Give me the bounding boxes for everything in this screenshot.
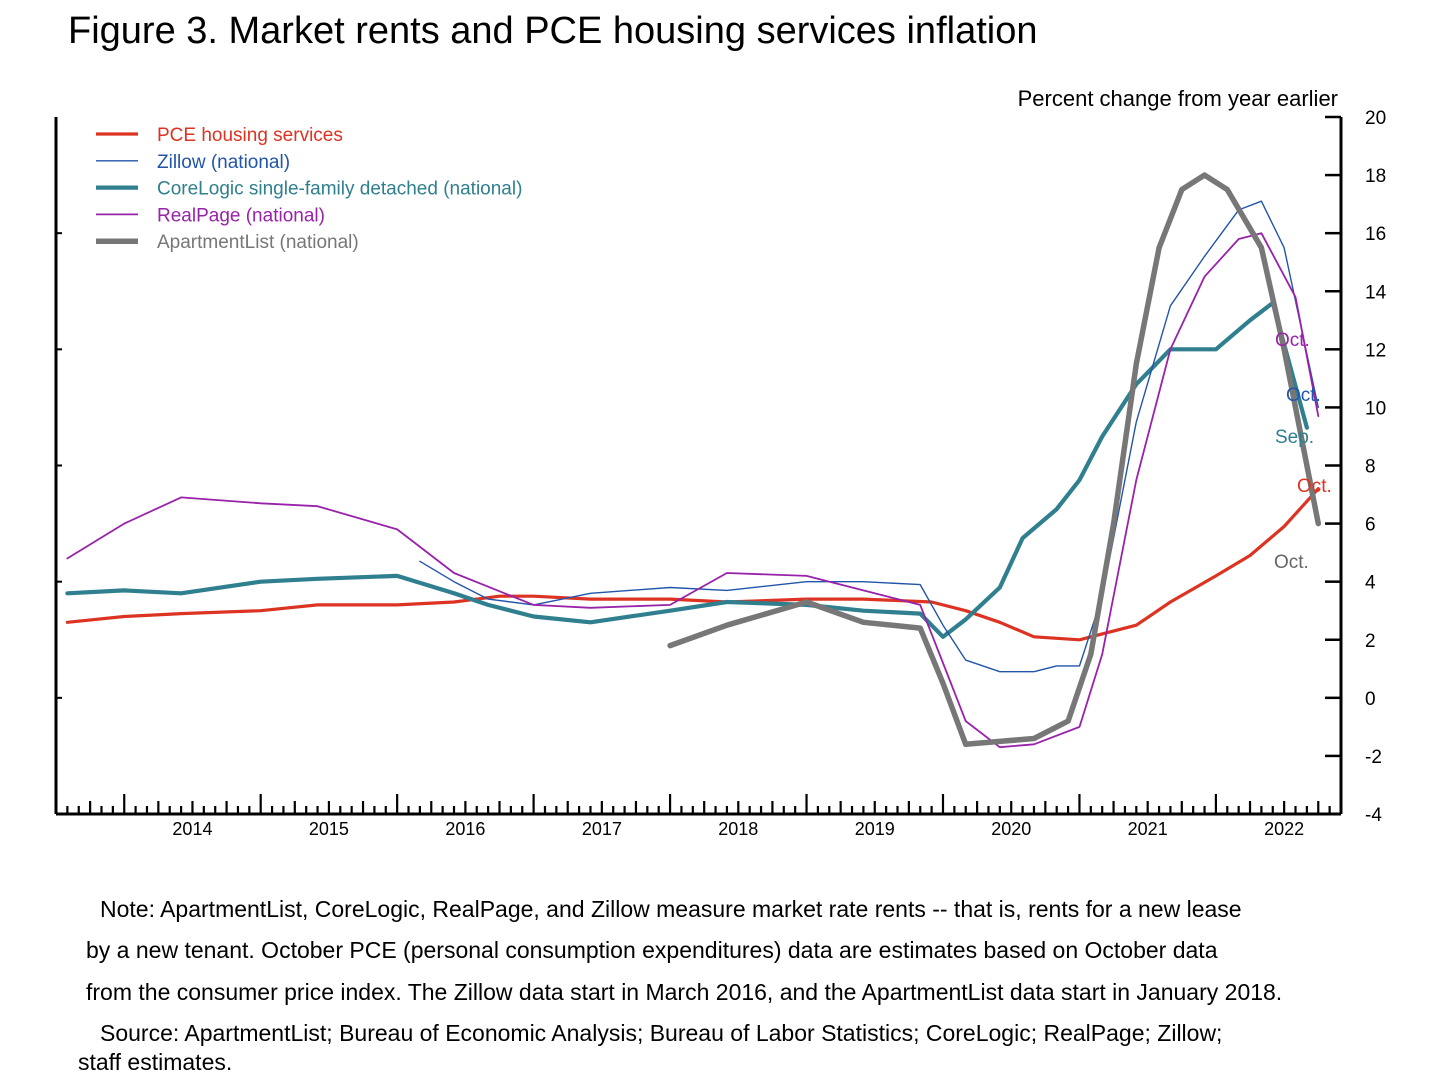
source-line-2: staff estimates.: [78, 1049, 233, 1075]
series-lines: [65, 172, 1322, 749]
note-line-1: Note: ApartmentList, CoreLogic, RealPage…: [100, 896, 1242, 922]
note-line-3: from the consumer price index. The Zillo…: [86, 979, 1283, 1005]
legend-entry-label: PCE housing services: [157, 125, 343, 146]
x-tick-label: 2016: [445, 819, 485, 839]
series-end-label: Oct.: [1286, 385, 1321, 406]
legend-entry-label: CoreLogic single-family detached (nation…: [157, 179, 522, 200]
series-line-apartmentlist-national: [667, 172, 1322, 748]
series-line-corelogic-single-family-detached-national: [65, 300, 1310, 639]
series-end-label: Oct.: [1274, 552, 1309, 573]
legend-entry-label: RealPage (national): [157, 205, 325, 226]
y-tick-label: 10: [1365, 398, 1386, 419]
y-tick-label: 20: [1365, 108, 1386, 129]
x-tick-label: 2014: [172, 819, 212, 839]
y-tick-label: 16: [1365, 224, 1386, 245]
y-tick-label: 12: [1365, 340, 1386, 361]
x-tick-label: 2017: [582, 819, 622, 839]
y-tick-label: 18: [1365, 166, 1386, 187]
x-tick-label: 2021: [1128, 819, 1168, 839]
x-tick-label: 2019: [855, 819, 895, 839]
series-end-label: Sep.: [1275, 427, 1314, 448]
chart-title: Figure 3. Market rents and PCE housing s…: [68, 10, 1038, 52]
x-tick-label: 2018: [718, 819, 758, 839]
series-line-pce-housing-services: [65, 487, 1320, 642]
series-line-realpage-national: [66, 232, 1320, 749]
y-tick-label: -4: [1365, 805, 1382, 826]
line-chart: -4 -2 0 2 4 6 8 10 12 14 16 18 20 2014 2015 2016 2017 201…: [54, 86, 1387, 839]
series-line-zillow-national: [419, 200, 1320, 673]
series-end-label: Oct.: [1275, 330, 1310, 351]
y-tick-label: 4: [1365, 573, 1376, 594]
series-end-labels: Oct. Oct. Sep. Oct. Oct.: [1274, 330, 1332, 573]
y-tick-label: 14: [1365, 282, 1387, 303]
y-axis-label: Percent change from year earlier: [1018, 86, 1338, 111]
source-line-1: Source: ApartmentList; Bureau of Economi…: [100, 1020, 1223, 1046]
y-tick-label: 2: [1365, 631, 1376, 652]
legend-entry-label: Zillow (national): [157, 152, 290, 173]
y-tick-label: 0: [1365, 689, 1376, 710]
chart-ticks: -4 -2 0 2 4 6 8 10 12 14 16 18 20 2014 2015 2016 2017 201…: [54, 108, 1387, 839]
legend-entry-label: ApartmentList (national): [157, 232, 359, 253]
y-tick-label: 8: [1365, 457, 1376, 478]
y-tick-label: 6: [1365, 515, 1376, 536]
x-tick-label: 2022: [1264, 819, 1304, 839]
x-tick-label: 2020: [991, 819, 1031, 839]
chart-legend: PCE housing services Zillow (national) Cor…: [96, 125, 522, 253]
y-tick-label: -2: [1365, 747, 1382, 768]
x-tick-label: 2015: [309, 819, 349, 839]
series-end-label: Oct.: [1297, 476, 1332, 497]
note-line-2: by a new tenant. October PCE (personal c…: [86, 937, 1218, 963]
